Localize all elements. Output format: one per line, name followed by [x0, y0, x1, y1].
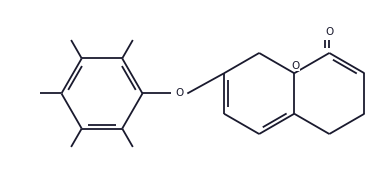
Text: O: O: [325, 27, 334, 37]
Text: O: O: [292, 61, 300, 71]
Text: O: O: [175, 89, 183, 98]
